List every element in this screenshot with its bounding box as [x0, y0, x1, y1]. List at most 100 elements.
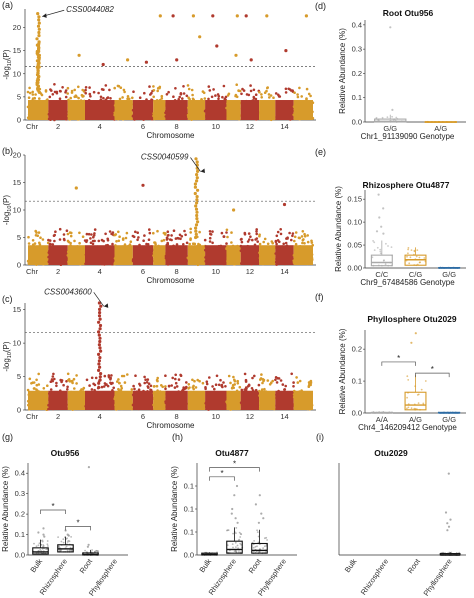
snp-point: [33, 387, 36, 390]
significance-label: *: [397, 354, 400, 363]
snp-band: [165, 100, 188, 120]
snp-point: [69, 96, 72, 100]
snp-point: [246, 240, 250, 243]
y-tick-label: 20: [13, 151, 21, 160]
snp-point: [282, 242, 286, 246]
snp-point: [53, 90, 57, 94]
snp-point: [73, 88, 76, 92]
data-point: [47, 545, 49, 547]
snp-point: [208, 236, 212, 240]
snp-point: [258, 242, 262, 246]
snp-point: [281, 383, 285, 386]
snp-point: [243, 372, 247, 376]
snp-point: [160, 94, 164, 98]
snp-point: [53, 83, 56, 86]
snp-point: [306, 240, 310, 244]
snp-point: [137, 236, 140, 239]
y-tick-label: 0.0: [184, 551, 194, 560]
snp-point: [225, 231, 228, 234]
snp-point: [203, 97, 207, 100]
snp-point: [114, 233, 118, 236]
snp-band: [132, 390, 154, 410]
box: [226, 540, 243, 554]
data-point: [407, 252, 409, 255]
snp-band: [48, 390, 68, 410]
snp-band: [48, 245, 68, 265]
y-axis-label: Relative Abundance (%): [170, 466, 179, 552]
snp-point: [101, 62, 105, 67]
chart-title: Otu2029: [374, 448, 408, 458]
snp-point: [287, 87, 291, 91]
snp-point: [118, 381, 121, 385]
snp-point: [204, 386, 207, 389]
snp-point: [230, 387, 234, 390]
peak-point: [196, 220, 200, 224]
snp-point: [165, 93, 169, 96]
snp-band: [67, 245, 85, 265]
y-tick-label: 15: [13, 178, 21, 187]
y-tick-label: 20: [13, 23, 21, 32]
snp-point: [110, 232, 113, 236]
snp-point: [35, 231, 38, 234]
snp-point: [155, 384, 159, 388]
snp-point: [192, 384, 195, 388]
snp-point: [235, 14, 239, 18]
y-tick-label: 0.4: [352, 20, 362, 29]
snp-point: [118, 235, 121, 238]
snp-point: [37, 231, 41, 234]
snp-point: [88, 384, 91, 387]
peak-point: [97, 359, 101, 363]
snp-point: [54, 230, 57, 233]
peak-point: [195, 198, 199, 202]
snp-point: [217, 383, 221, 387]
snp-point: [167, 90, 170, 94]
snp-point: [310, 241, 314, 244]
snp-band: [187, 245, 206, 265]
outlier-point: [233, 494, 236, 497]
peak-point: [98, 336, 102, 340]
x-tick-label: Bulk: [343, 557, 359, 574]
y-axis-label: -log10(P): [2, 195, 13, 225]
snp-point: [84, 91, 87, 95]
snp-point: [73, 387, 76, 390]
snp-point: [90, 233, 93, 236]
snp-point: [49, 388, 53, 391]
outlier-point: [86, 545, 89, 548]
snp-point: [150, 91, 153, 95]
snp-point: [102, 96, 105, 100]
snp-point: [234, 53, 238, 57]
snp-point: [205, 382, 209, 386]
snp-point: [213, 387, 216, 391]
snp-band: [240, 245, 260, 265]
snp-point: [220, 231, 224, 235]
snp-point: [201, 381, 205, 385]
y-tick-label: 0.2: [15, 510, 25, 519]
snp-band: [67, 390, 85, 410]
outlier-point: [234, 517, 237, 520]
snp-point: [304, 14, 308, 18]
outlier-point: [258, 494, 261, 497]
peak-point: [37, 27, 41, 31]
snp-annotation: CSS0044082: [66, 5, 114, 14]
outlier-point: [262, 517, 265, 520]
snp-point: [258, 90, 261, 94]
x-tick-label: Chr: [26, 122, 39, 131]
peak-point: [195, 201, 199, 205]
snp-point: [78, 241, 81, 245]
snp-point: [147, 382, 151, 386]
snp-point: [301, 230, 305, 233]
snp-point: [91, 239, 95, 243]
peak-point: [195, 213, 199, 218]
snp-point: [31, 97, 35, 100]
snp-point: [255, 228, 258, 231]
snp-point: [247, 384, 251, 387]
outlier-point: [87, 543, 90, 546]
data-point: [233, 550, 236, 552]
y-tick-label: 0.1: [184, 482, 194, 491]
snp-point: [110, 382, 113, 386]
snp-point: [26, 90, 30, 94]
snp-point: [61, 86, 64, 89]
snp-point: [123, 90, 126, 94]
snp-point: [251, 238, 254, 242]
snp-band: [293, 390, 313, 410]
